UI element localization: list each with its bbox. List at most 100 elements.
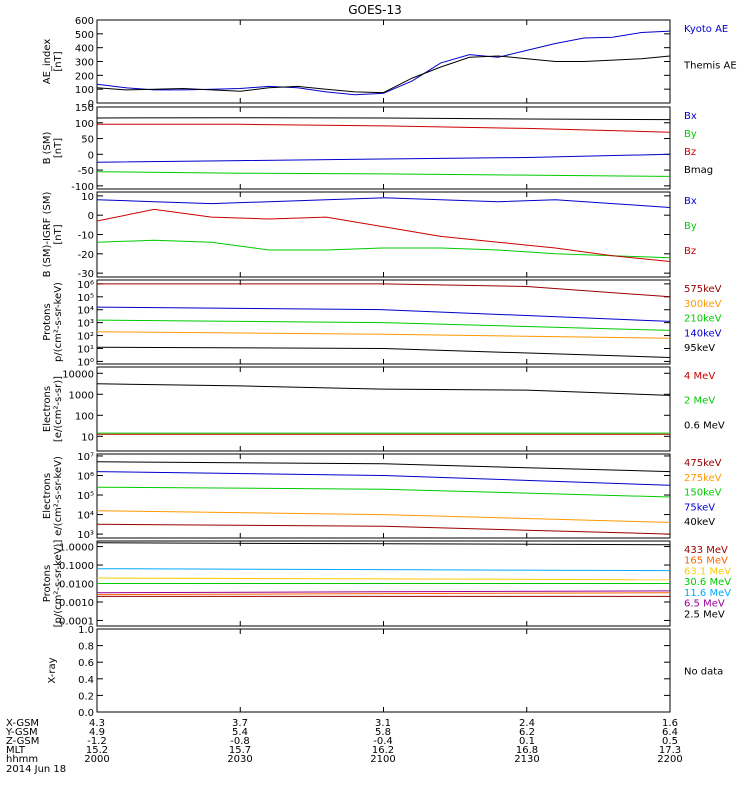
y-tick-label: 1.0000 — [59, 543, 94, 554]
legend-150kev: 150keV — [684, 488, 722, 499]
legend-40kev: 40keV — [684, 517, 715, 528]
y-tick-label: 150 — [75, 103, 94, 114]
panel-8: 0.0 0.2 0.4 0.6 0.8 1.0 X-ray No data — [47, 625, 723, 719]
legend-30-6-mev: 30.6 MeV — [684, 577, 731, 588]
y-tick-label: 0.0100 — [59, 580, 94, 591]
panel-5: 10 100 1000 10000 Electrons [e/(cm²-s-sr)] 4 M… — [42, 366, 725, 452]
legend-bx: Bx — [684, 111, 697, 122]
legend-2-mev: 2 MeV — [684, 396, 715, 407]
legend-0-6-mev: 0.6 MeV — [684, 420, 725, 431]
series-line-63-1-mev — [96, 577, 671, 581]
y-tick-label: 0.0001 — [59, 616, 94, 627]
series-line-75kev — [96, 471, 671, 486]
y-axis-label: [nT] — [53, 138, 64, 158]
y-axis-label: AE_index — [42, 39, 53, 85]
footer-cell: 5.8 — [375, 727, 391, 738]
footer-cell: 5.4 — [232, 727, 248, 738]
y-tick-label: 100 — [75, 119, 94, 130]
y-axis-label: [nT] — [53, 51, 64, 71]
y-tick-label: 0.0 — [78, 708, 94, 719]
legend-4-mev: 4 MeV — [684, 371, 715, 382]
panel-2: 150 100 50 0 -50 -100 B (SM) [nT] Bx By Bz Bmag — [42, 103, 713, 193]
y-axis-label: Protons — [42, 565, 53, 602]
y-tick-label: 10³ — [77, 319, 94, 330]
legend-475kev: 475keV — [684, 458, 722, 469]
legend-kyoto-ae: Kyoto AE — [684, 24, 728, 35]
footer-cell: 16.2 — [372, 745, 394, 756]
y-tick-label: 10⁷ — [77, 452, 94, 463]
y-tick-label: 400 — [75, 44, 94, 55]
y-tick-label: 10 — [81, 192, 94, 203]
y-tick-label: 0.6 — [78, 658, 94, 669]
footer-cell: -0.8 — [230, 736, 250, 747]
footer-cell: 3.7 — [232, 718, 248, 729]
panel-frame — [96, 628, 671, 713]
y-axis-label: Electrons — [42, 473, 53, 519]
y-tick-label: 0.2 — [78, 691, 94, 702]
y-tick-label: 10⁶ — [77, 471, 94, 482]
panel-frame — [96, 191, 671, 278]
legend-575kev: 575keV — [684, 284, 722, 295]
y-tick-label: -50 — [78, 166, 94, 177]
series-line-140kev — [96, 306, 671, 322]
y-axis-label: p/(cm²-s-sr-keV) — [53, 282, 64, 362]
y-tick-label: -20 — [78, 250, 94, 261]
y-tick-label: 0 — [88, 211, 94, 222]
y-tick-label: 10⁵ — [77, 293, 94, 304]
y-tick-label: 0.8 — [78, 642, 94, 653]
footer-cell: 2100 — [370, 754, 395, 765]
y-tick-label: 10⁶ — [77, 280, 94, 291]
legend-by: By — [684, 221, 697, 232]
legend-95kev: 95keV — [684, 343, 715, 354]
footer-cell: 2.4 — [519, 718, 535, 729]
chart-title: GOES-13 — [348, 3, 402, 17]
series-line-6-5-mev — [96, 590, 671, 594]
footer-cell: 0.1 — [519, 736, 535, 747]
legend-11-6-mev: 11.6 MeV — [684, 588, 731, 599]
footer-cell: 0.5 — [662, 736, 678, 747]
y-axis-label: Electrons — [42, 386, 53, 432]
y-tick-label: 0.0010 — [59, 598, 94, 609]
panel-7: 0.0001 0.0010 0.0100 0.1000 1.0000 Protons [p/… — [42, 540, 731, 628]
legend-165-mev: 165 MeV — [684, 556, 728, 567]
series-line-275kev — [96, 510, 671, 523]
y-axis-label: B (SM)-IGRF (SM) — [42, 192, 53, 278]
series-line-bmag — [96, 117, 671, 121]
panel-6: 10³ 10⁴ 10⁵ 10⁶ 10⁷ Electrons e/(cm²-s-sr-keV)… — [42, 452, 722, 541]
legend-75kev: 75keV — [684, 502, 715, 513]
y-axis-label: [e/(cm²-s-sr)] — [53, 376, 64, 442]
footer-cell: -0.4 — [373, 736, 393, 747]
series-line-150kev — [96, 486, 671, 498]
y-tick-label: 100 — [75, 411, 94, 422]
y-tick-label: 10⁵ — [77, 491, 94, 502]
footer-cell: 2030 — [227, 754, 252, 765]
y-axis-label: [nT] — [53, 224, 64, 244]
series-line-0-6-mev — [96, 383, 671, 396]
series-line-95kev — [96, 346, 671, 358]
footer-cell: 1.6 — [662, 718, 678, 729]
y-tick-label: 0.4 — [78, 675, 94, 686]
series-line-40kev — [96, 461, 671, 473]
series-line-11-6-mev — [96, 568, 671, 572]
panel-1: 0 100 200 300 400 500 600 AE_index [nT] Kyoto AE T… — [42, 16, 737, 110]
footer-cell: 15.7 — [229, 745, 251, 756]
y-axis-label: Protons — [42, 303, 53, 340]
y-tick-label: 10000 — [62, 369, 94, 380]
y-tick-label: 500 — [75, 30, 94, 41]
y-tick-label: 200 — [75, 71, 94, 82]
y-tick-label: 10 — [81, 432, 94, 443]
y-tick-label: 300 — [75, 58, 94, 69]
series-line-165-mev — [96, 592, 671, 596]
footer-row-label: Y-GSM — [5, 727, 38, 738]
legend-140kev: 140keV — [684, 328, 722, 339]
y-tick-label: 1000 — [69, 390, 94, 401]
series-line-2-5-mev — [96, 542, 671, 546]
y-tick-label: 10¹ — [77, 344, 94, 355]
y-tick-label: 10⁴ — [77, 511, 94, 522]
series-line-bx — [96, 153, 671, 163]
y-tick-label: -100 — [71, 182, 94, 193]
series-line-475kev — [96, 523, 671, 535]
